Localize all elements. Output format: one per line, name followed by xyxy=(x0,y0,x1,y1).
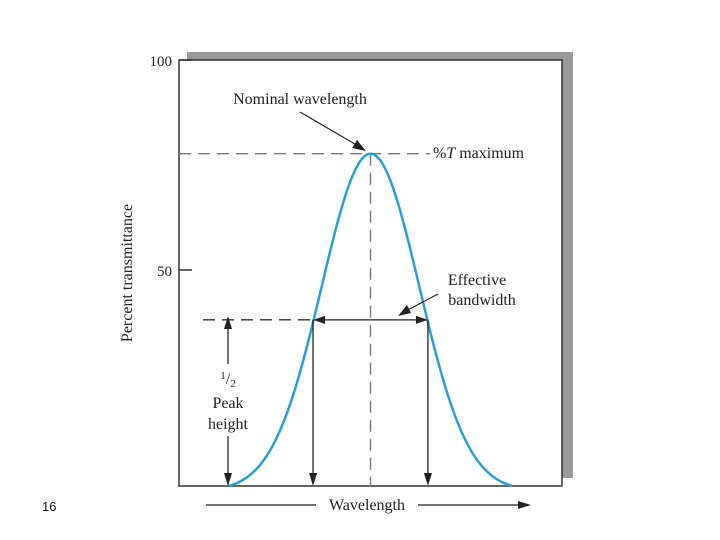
tmax-prefix: % xyxy=(433,145,446,162)
ytick-50-label: 50 xyxy=(157,264,172,280)
nominal-pointer-head xyxy=(352,140,366,151)
half-fraction-slash: / xyxy=(226,371,231,388)
bandwidth-label-line1: Effective xyxy=(448,272,506,289)
tmax-suffix: maximum xyxy=(455,145,524,162)
bandwidth-arrowhead-left xyxy=(313,315,326,324)
half-peak-label: Peak xyxy=(212,395,243,412)
half-width-drop-right-arrowhead xyxy=(423,473,432,486)
bandwidth-pointer-head xyxy=(398,305,411,316)
x-axis-arrowhead xyxy=(518,501,531,509)
half-fraction-label: 1/2 xyxy=(220,370,235,390)
x-axis-label: Wavelength xyxy=(329,497,405,514)
half-height-label: height xyxy=(208,416,249,433)
slide-number: 16 xyxy=(42,499,56,514)
tmax-label: %T maximum xyxy=(433,145,525,162)
half-height-arrowhead-up xyxy=(224,316,232,329)
half-fraction-numerator: 1 xyxy=(220,370,226,382)
bandwidth-label-line2: bandwidth xyxy=(448,292,516,309)
half-fraction-denominator: 2 xyxy=(230,378,236,390)
nominal-pointer xyxy=(299,111,361,148)
nominal-wavelength-label: Nominal wavelength xyxy=(233,91,367,108)
tmax-italic: T xyxy=(446,145,456,162)
half-width-drop-left-arrowhead xyxy=(309,473,318,486)
transmittance-curve xyxy=(228,152,513,488)
ytick-100-label: 100 xyxy=(150,54,173,70)
half-height-arrowhead-down xyxy=(224,473,232,486)
bandwidth-pointer xyxy=(403,293,439,313)
y-axis-label: Percent transmittance xyxy=(119,204,136,342)
bandwidth-arrowhead-right xyxy=(415,315,428,324)
